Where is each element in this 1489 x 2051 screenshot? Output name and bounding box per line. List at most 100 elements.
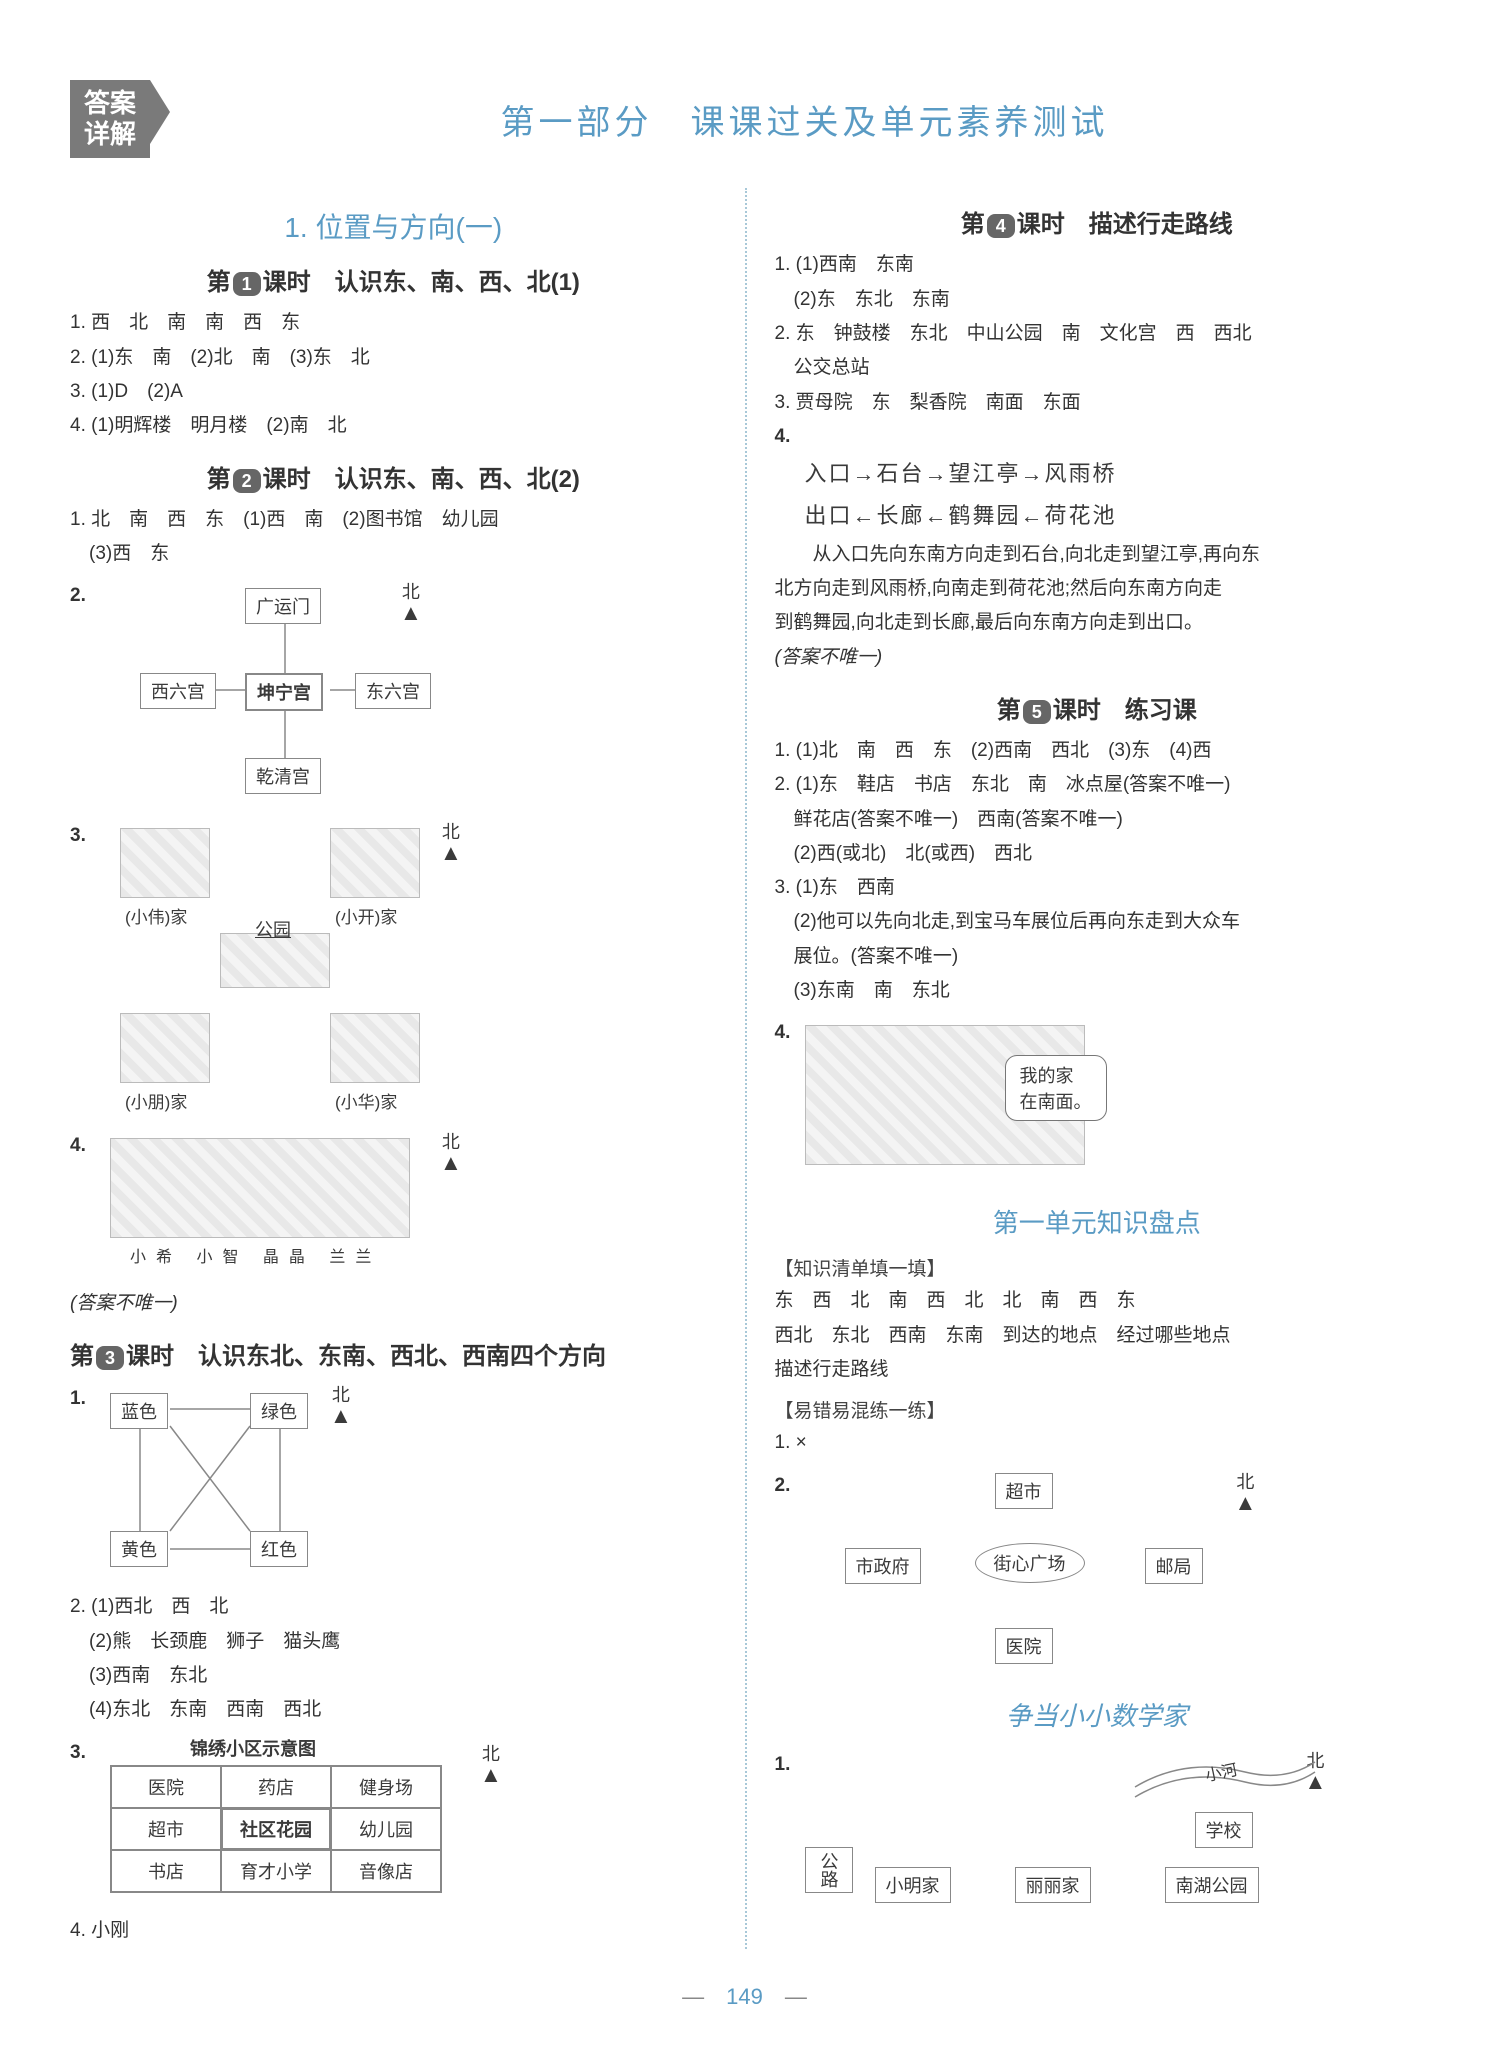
- box-bottom: 医院: [995, 1628, 1053, 1664]
- north-indicator: 北▲: [400, 578, 422, 625]
- community-grid: 3. 锦绣小区示意图 北▲ 医院 药店 健身场 超市 社区花园 幼儿园 书店 育…: [70, 1735, 717, 1905]
- answer-line: 东 西 北 南 西 北 北 南 西 东: [775, 1285, 1420, 1317]
- answer-line: (2)西(或北) 北(或西) 西北: [775, 838, 1420, 870]
- answer-line: 1. 北 南 西 东 (1)西 南 (2)图书馆 幼儿园: [70, 504, 717, 536]
- grid-cell: 幼儿园: [331, 1808, 441, 1850]
- page-header: 答案 详解 第一部分 课课过关及单元素养测试: [70, 80, 1419, 158]
- figure-label: 1.: [775, 1749, 791, 1781]
- grid-cell-center: 社区花园: [221, 1808, 331, 1850]
- color-box: 蓝色: [110, 1393, 168, 1429]
- lesson-number-icon: 4: [987, 214, 1015, 238]
- answer-line: 1. (1)西南 东南: [775, 249, 1420, 281]
- math-kid-title: 争当小小数学家: [775, 1696, 1420, 1733]
- grid-cell: 药店: [221, 1766, 331, 1808]
- north-indicator: 北▲: [480, 1740, 502, 1787]
- answer-line: 3. (1)东 西南: [775, 872, 1420, 904]
- color-box: 红色: [250, 1531, 308, 1567]
- subheading: 【知识清单填一填】: [775, 1254, 1420, 1281]
- house-label: (小伟)家: [125, 903, 187, 928]
- note: (答案不唯一): [775, 642, 1420, 674]
- names-label: 小希 小智 晶晶 兰兰: [130, 1243, 381, 1267]
- figure-label: 2.: [775, 1470, 791, 1502]
- park-label: 公园: [255, 916, 291, 942]
- figure-label: 2.: [70, 580, 86, 612]
- lesson1-title: 第1课时 认识东、南、西、北(1): [70, 262, 717, 297]
- house-label: (小华)家: [335, 1088, 397, 1113]
- lesson-number-icon: 2: [233, 469, 261, 493]
- answer-line: 到鹤舞园,向北走到长廊,最后向东南方向走到出口。: [775, 607, 1420, 639]
- figure-label: 4.: [70, 1130, 86, 1162]
- answer-line: (4)东北 东南 西南 西北: [70, 1694, 717, 1726]
- answer-line: 鲜花店(答案不唯一) 西南(答案不唯一): [775, 804, 1420, 836]
- figure-label: 4.: [775, 1017, 791, 1049]
- subheading: 【易错易混练一练】: [775, 1396, 1420, 1423]
- box-right: 邮局: [1145, 1548, 1203, 1584]
- answer-line: 2. (1)西北 西 北: [70, 1591, 717, 1623]
- page-number: — 149 —: [70, 1979, 1419, 2011]
- figure-label: 4.: [775, 426, 791, 447]
- box-top: 超市: [995, 1473, 1053, 1509]
- figure-label: 3.: [70, 820, 86, 852]
- oval-center: 街心广场: [975, 1543, 1085, 1583]
- houses-diagram: 3. 北▲ (小伟)家 (小开)家 公园 (小朋)家 (小华)家: [70, 818, 717, 1118]
- answer-line: 西北 东北 西南 东南 到达的地点 经过哪些地点: [775, 1320, 1420, 1352]
- house-icon: [330, 828, 420, 898]
- grid-cell: 超市: [111, 1808, 221, 1850]
- section-title: 1. 位置与方向(一): [70, 206, 717, 246]
- answer-line: 3. 贾母院 东 梨香院 南面 东面: [775, 387, 1420, 419]
- north-indicator: 北▲: [440, 818, 462, 865]
- answer-line: 3. (1)D (2)A: [70, 376, 717, 408]
- house-label: (小开)家: [335, 903, 397, 928]
- lesson-number-icon: 5: [1023, 700, 1051, 724]
- lesson2-title: 第2课时 认识东、南、西、北(2): [70, 459, 717, 494]
- north-indicator: 北▲: [1235, 1468, 1257, 1515]
- map-diagram: 1. 北▲ 小河 学校 公路 小明家 丽丽家 南湖公园: [775, 1747, 1420, 1917]
- answer-line: 展位。(答案不唯一): [775, 941, 1420, 973]
- map-box: 小明家: [875, 1867, 951, 1903]
- lesson5-title: 第5课时 练习课: [775, 690, 1420, 725]
- grid-3x3: 医院 药店 健身场 超市 社区花园 幼儿园 书店 育才小学 音像店: [110, 1765, 442, 1893]
- palace-diagram: 2. 北▲ 广运门 西六宫 坤宁宫 东六宫 乾清宫: [70, 578, 717, 808]
- answer-line: 2. (1)东 南 (2)北 南 (3)东 北: [70, 342, 717, 374]
- plaza-diagram: 2. 北▲ 超市 市政府 街心广场 邮局 医院: [775, 1468, 1420, 1678]
- answer-line: 公交总站: [775, 352, 1420, 384]
- color-box: 黄色: [110, 1531, 168, 1567]
- north-arrow-icon: ▲: [400, 600, 422, 625]
- building-diagram: 4. 北▲ 小希 小智 晶晶 兰兰: [70, 1128, 717, 1278]
- box-center: 坤宁宫: [245, 673, 323, 711]
- answer-line: 4. 小刚: [70, 1915, 717, 1947]
- lesson4-title: 第4课时 描述行走路线: [775, 204, 1420, 239]
- answer-line: 4. (1)明辉楼 明月楼 (2)南 北: [70, 410, 717, 442]
- grid-cell: 育才小学: [221, 1850, 331, 1892]
- house-icon: [330, 1013, 420, 1083]
- home-diagram: 4. 我的家 在南面。: [775, 1015, 1420, 1185]
- badge-line1: 答案: [84, 88, 136, 119]
- grid-title: 锦绣小区示意图: [190, 1735, 316, 1761]
- answer-line: (3)东南 南 东北: [775, 975, 1420, 1007]
- house-icon: [120, 828, 210, 898]
- answer-line: 1. 西 北 南 南 西 东: [70, 307, 717, 339]
- answer-line: 1. (1)北 南 西 东 (2)西南 西北 (3)东 (4)西: [775, 735, 1420, 767]
- color-box: 绿色: [250, 1393, 308, 1429]
- north-arrow-icon: ▲: [480, 1762, 502, 1787]
- grid-cell: 健身场: [331, 1766, 441, 1808]
- main-title: 第一部分 课课过关及单元素养测试: [190, 95, 1419, 144]
- box-right: 东六宫: [355, 673, 431, 709]
- answer-line: (2)东 东北 东南: [775, 284, 1420, 316]
- north-indicator: 北▲: [330, 1381, 352, 1428]
- route-flow: 出口←长廊←鹤舞园←荷花池: [775, 495, 1420, 537]
- figure-label: 1.: [70, 1383, 86, 1415]
- lesson-number-icon: 3: [96, 1346, 124, 1370]
- north-arrow-icon: ▲: [440, 840, 462, 865]
- north-arrow-icon: ▲: [330, 1403, 352, 1428]
- unit-review-title: 第一单元知识盘点: [775, 1203, 1420, 1240]
- grid-cell: 音像店: [331, 1850, 441, 1892]
- answer-line: 描述行走路线: [775, 1354, 1420, 1386]
- box-top: 广运门: [245, 588, 321, 624]
- answer-line: 2. 东 钟鼓楼 东北 中山公园 南 文化宫 西 西北: [775, 318, 1420, 350]
- box-left: 市政府: [845, 1548, 921, 1584]
- answer-badge: 答案 详解: [70, 80, 150, 158]
- house-label: (小朋)家: [125, 1088, 187, 1113]
- answer-line: 2. (1)东 鞋店 书店 东北 南 冰点屋(答案不唯一): [775, 769, 1420, 801]
- north-arrow-icon: ▲: [440, 1150, 462, 1175]
